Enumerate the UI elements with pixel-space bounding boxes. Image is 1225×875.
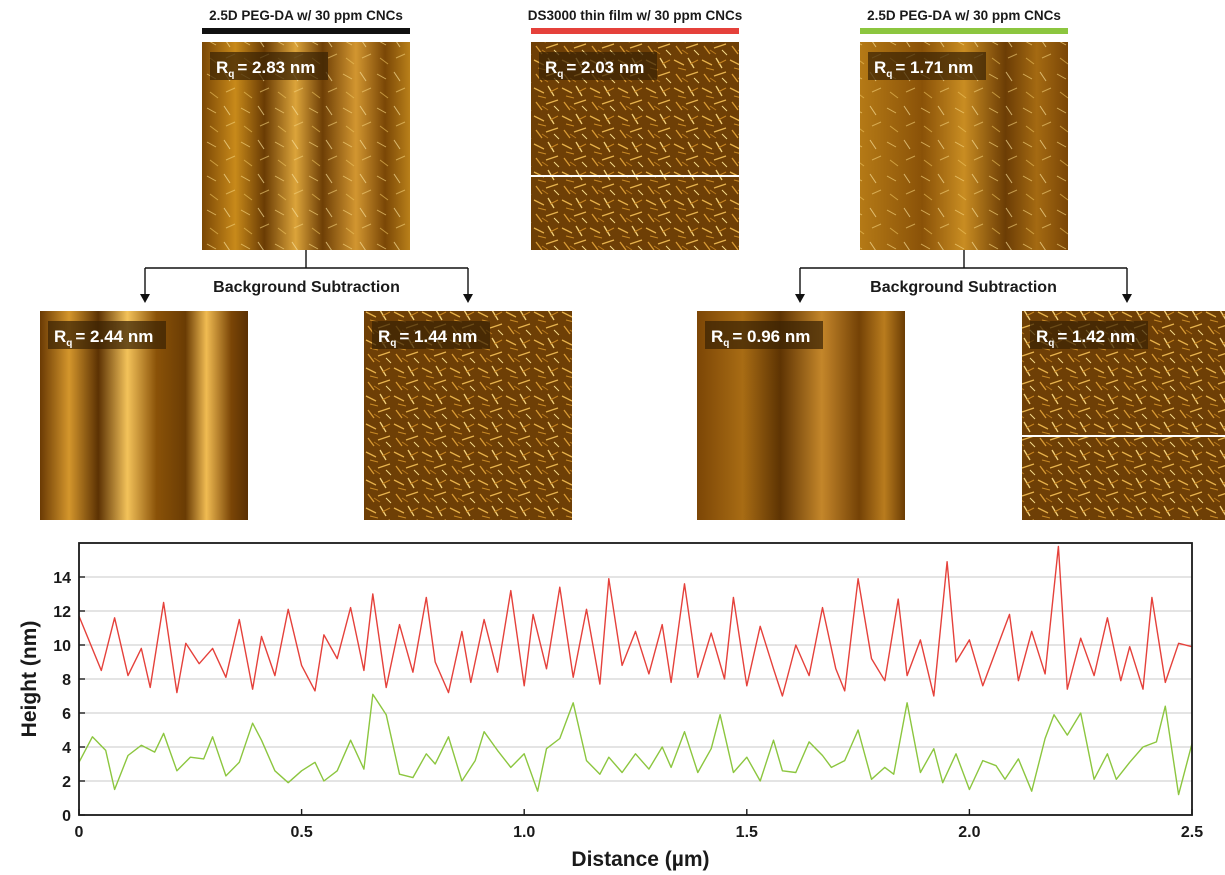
rq-label-box [210,52,328,80]
rq-label: Rq = 0.96 nm [711,327,810,349]
panel-title: 2.5D PEG-DA w/ 30 ppm CNCs [867,8,1061,23]
panel-image: Rq = 1.71 nm [860,42,1068,250]
arrow-head-icon [795,294,805,303]
y-tick-label: 6 [62,706,71,723]
panel-color-bar [202,28,410,34]
connector-right: Background Subtraction [795,250,1132,303]
background-subtraction-label: Background Subtraction [213,279,400,296]
rq-label-box [1030,321,1148,349]
bottom-panel-4: Rq = 1.42 nm [1022,311,1225,520]
height-profile-chart: 0 2 4 6 8 10 12 14 0 0.5 1.0 1.5 2.0 2.5 Distance (µm)… [18,542,1203,871]
x-tick-label: 2.5 [1181,824,1203,841]
top-panel-row: 2.5D PEG-DA w/ 30 ppm CNCs Rq = 2.83 nm DS3… [202,8,1068,250]
rq-label-box [705,321,823,349]
bottom-panel-2: Rq = 1.44 nm [364,311,572,520]
y-tick-label: 12 [53,604,71,621]
y-tick-label: 14 [53,570,71,587]
series-line-1 [78,545,1193,697]
panel-image: Rq = 2.83 nm [202,42,410,250]
top-panel-2: DS3000 thin film w/ 30 ppm CNCs Rq = 2.03 … [528,8,743,250]
top-panel-3: 2.5D PEG-DA w/ 30 ppm CNCs Rq = 1.71 nm [860,8,1068,250]
rq-label: Rq = 2.03 nm [545,58,644,80]
series-line-2 [78,693,1193,796]
y-tick-label: 10 [53,638,71,655]
y-tick-label: 8 [62,672,71,689]
rq-label: Rq = 1.42 nm [1036,327,1135,349]
top-panel-1: 2.5D PEG-DA w/ 30 ppm CNCs Rq = 2.83 nm [202,8,410,250]
panel-title: DS3000 thin film w/ 30 ppm CNCs [528,8,743,23]
x-axis-title: Distance (µm) [571,848,709,871]
panel-image: Rq = 2.03 nm [531,42,739,250]
x-tick-label: 0.5 [290,824,312,841]
bottom-panel-row: Rq = 2.44 nm Rq = 1.44 nm Rq = 0.96 nm Rq = 1.4… [40,311,1225,520]
rq-label-box [868,52,986,80]
rq-label-box [372,321,490,349]
bottom-panel-1: Rq = 2.44 nm [40,311,248,520]
rq-label: Rq = 1.44 nm [378,327,477,349]
rq-label: Rq = 2.83 nm [216,58,315,80]
rq-label-box [539,52,657,80]
y-tick-label: 2 [62,774,71,791]
bottom-panel-3: Rq = 0.96 nm [697,311,905,520]
panel-title: 2.5D PEG-DA w/ 30 ppm CNCs [209,8,403,23]
connector-arrows: Background Subtraction Background Subtrac… [140,250,1132,303]
y-tick-label: 4 [62,740,71,757]
arrow-head-icon [1122,294,1132,303]
connector-left: Background Subtraction [140,250,473,303]
x-tick-label: 2.0 [958,824,980,841]
x-tick-label: 1.5 [736,824,758,841]
arrow-head-icon [140,294,150,303]
rq-label: Rq = 1.71 nm [874,58,973,80]
y-axis-title: Height (nm) [18,621,41,738]
y-tick-label: 0 [62,808,71,825]
arrow-head-icon [463,294,473,303]
rq-label-box [48,321,166,349]
panel-color-bar [860,28,1068,34]
x-tick-label: 1.0 [513,824,535,841]
x-tick-label: 0 [75,824,84,841]
background-subtraction-label: Background Subtraction [870,279,1057,296]
panel-color-bar [531,28,739,34]
rq-label: Rq = 2.44 nm [54,327,153,349]
